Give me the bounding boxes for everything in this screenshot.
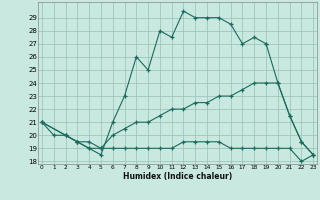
- X-axis label: Humidex (Indice chaleur): Humidex (Indice chaleur): [123, 172, 232, 181]
